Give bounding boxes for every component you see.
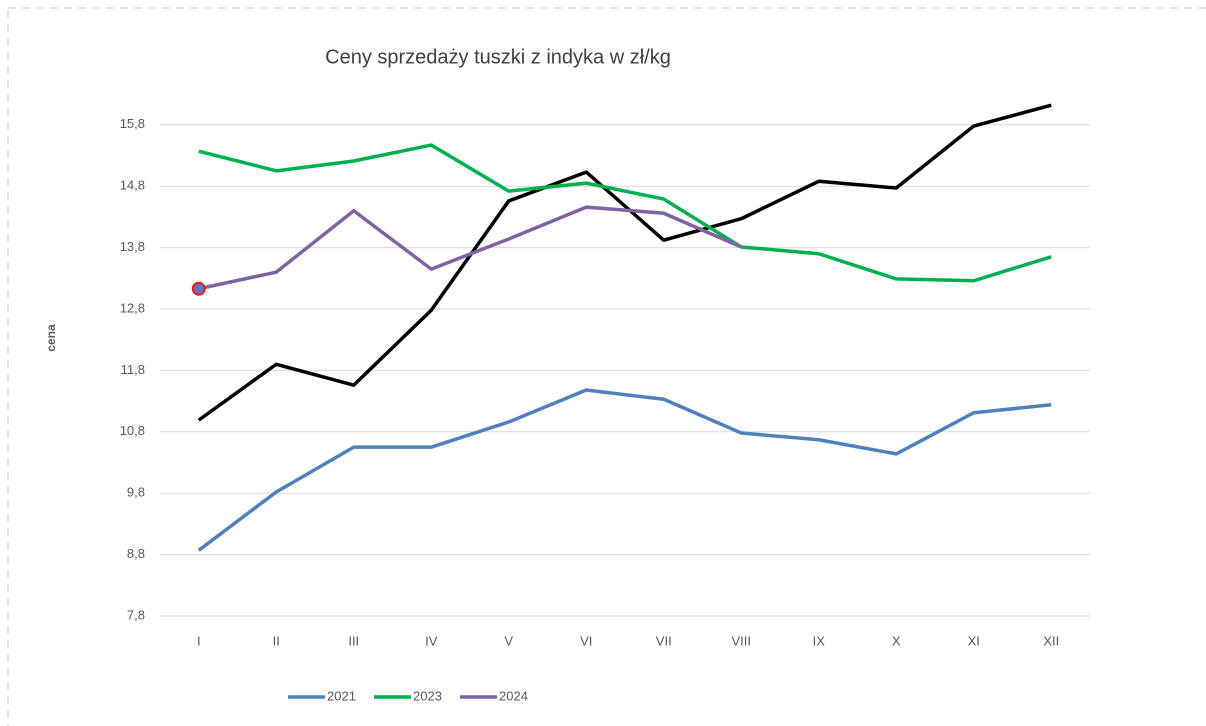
legend-label: 2023 xyxy=(413,688,442,703)
y-tick-label: 15,8 xyxy=(120,116,145,131)
y-axis-label: cena xyxy=(44,324,58,352)
series-line xyxy=(198,143,1052,283)
x-tick-label: VI xyxy=(580,633,592,648)
series-line xyxy=(197,103,1052,422)
legend-label: 2024 xyxy=(499,688,528,703)
x-tick-label: I xyxy=(197,633,201,648)
frame xyxy=(7,7,1206,726)
x-tick-label: IX xyxy=(813,633,826,648)
x-tick-label: V xyxy=(504,633,513,648)
x-tick-label: VIII xyxy=(731,633,751,648)
y-tick-label: 12,8 xyxy=(120,300,145,315)
y-tick-label: 10,8 xyxy=(120,423,145,438)
y-tick-label: 7,8 xyxy=(127,607,145,622)
y-tick-label: 8,8 xyxy=(127,546,145,561)
y-tick-label: 9,8 xyxy=(127,485,145,500)
x-tick-label: IV xyxy=(425,633,438,648)
y-tick-label: 13,8 xyxy=(120,239,145,254)
legend-label: 2021 xyxy=(327,688,356,703)
y-tick-label: 14,8 xyxy=(120,178,145,193)
x-tick-label: XI xyxy=(968,633,980,648)
x-tick-label: III xyxy=(348,633,359,648)
chart-title: Ceny sprzedaży tuszki z indyka w zł/kg xyxy=(325,46,671,68)
series-line xyxy=(197,388,1052,552)
series-line xyxy=(198,205,742,291)
x-tick-label: X xyxy=(892,633,901,648)
y-tick-label: 11,8 xyxy=(121,362,145,377)
x-tick-label: II xyxy=(273,633,280,648)
x-tick-label: VII xyxy=(656,633,672,648)
selected-point xyxy=(191,281,206,296)
x-tick-label: XII xyxy=(1043,633,1059,648)
